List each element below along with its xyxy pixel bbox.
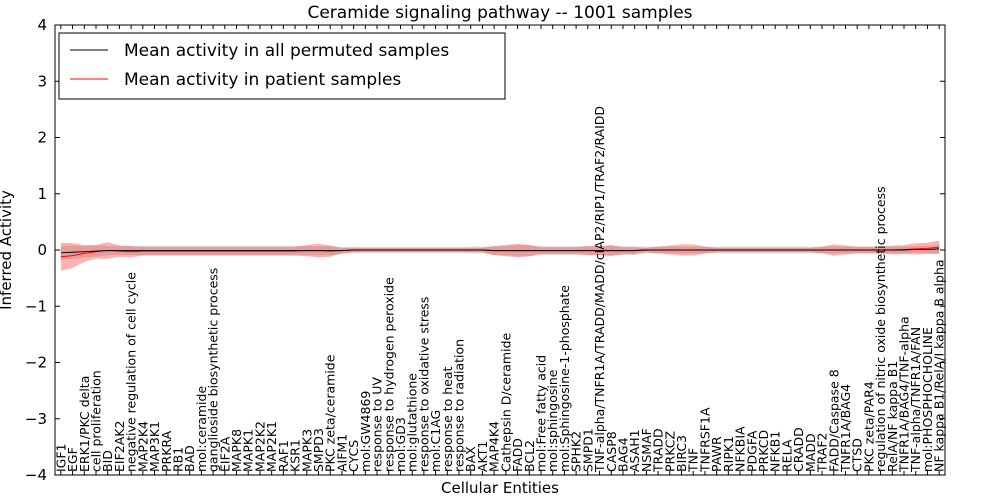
x-category-label: regulation of nitric oxide biosynthetic … bbox=[873, 186, 888, 472]
x-category-label: SMPD3 bbox=[311, 428, 326, 472]
x-category-label: MAPK8 bbox=[229, 429, 244, 472]
x-category-label: RIPK1 bbox=[721, 436, 736, 472]
x-category-label: PKC zeta/PAR4 bbox=[861, 381, 876, 472]
x-category-label: CYCS bbox=[346, 440, 361, 472]
x-category-label: TRADD bbox=[651, 428, 666, 473]
x-category-label: mol:GD3 bbox=[393, 417, 408, 472]
x-category-label: mol:glutathione bbox=[405, 373, 420, 472]
x-category-label: CTSD bbox=[850, 438, 865, 472]
x-category-label: TNF-alpha/TNFR1A/FAN bbox=[908, 327, 923, 473]
x-category-label: PDGFA bbox=[744, 430, 759, 472]
x-category-label: mol:sphingosine bbox=[545, 369, 560, 472]
x-category-label: SMPD1 bbox=[580, 428, 595, 472]
x-category-label: MAP2K2 bbox=[252, 421, 267, 472]
x-category-label: BID bbox=[100, 450, 115, 472]
x-category-label: response to oxidative stress bbox=[416, 297, 431, 472]
x-category-label: MAP2K1 bbox=[264, 421, 279, 472]
x-category-label: MAPK1 bbox=[241, 429, 256, 472]
x-category-label: RELA bbox=[779, 439, 794, 472]
series-band-0 bbox=[60, 244, 940, 260]
y-tick-label: 1 bbox=[37, 185, 47, 203]
series-band-1 bbox=[60, 240, 940, 271]
x-category-label: KSR1 bbox=[288, 439, 303, 472]
x-category-label: RB1 bbox=[170, 447, 185, 472]
x-category-label: PRKCZ bbox=[662, 431, 677, 472]
x-category-label: BIRC3 bbox=[674, 435, 689, 472]
x-category-label: response to hydrogen peroxide bbox=[381, 277, 396, 472]
x-category-label: ganglioside biosynthetic process bbox=[206, 268, 221, 472]
legend-label: Mean activity in patient samples bbox=[124, 70, 401, 90]
x-category-label: EIF2A bbox=[217, 436, 232, 472]
x-category-label: MAPK3 bbox=[299, 429, 314, 472]
x-category-label: BCL2 bbox=[522, 440, 537, 472]
x-category-label: MAP3K1 bbox=[147, 421, 162, 472]
y-tick-label: 4 bbox=[37, 16, 47, 34]
x-category-label: MADD bbox=[803, 433, 818, 472]
x-category-label: FADD/Caspase 8 bbox=[826, 369, 841, 472]
x-category-label: TRAF2 bbox=[815, 432, 830, 473]
x-category-label: negative regulation of cell cycle bbox=[124, 272, 139, 472]
x-category-label: SPHK2 bbox=[569, 431, 584, 472]
y-tick-label: −4 bbox=[25, 466, 47, 484]
y-tick-label: −2 bbox=[25, 354, 47, 372]
x-category-label: BAG4 bbox=[615, 437, 630, 472]
x-category-label: AKT1 bbox=[475, 441, 490, 472]
x-axis-label: Cellular Entities bbox=[441, 479, 559, 497]
x-category-label: RAF1 bbox=[276, 440, 291, 472]
series-line-0 bbox=[60, 248, 940, 254]
x-category-label: NF kappa B1/RelA/I kappa B alpha bbox=[932, 259, 947, 472]
y-tick-label: −1 bbox=[25, 297, 47, 315]
x-category-label: EGF bbox=[65, 447, 80, 472]
chart-title: Ceramide signaling pathway -- 1001 sampl… bbox=[307, 3, 692, 23]
x-category-label: response to UV bbox=[370, 377, 385, 472]
y-tick-label: 2 bbox=[37, 129, 47, 147]
x-category-label: TNF bbox=[686, 448, 701, 473]
x-category-label: NFKBIA bbox=[733, 426, 748, 472]
x-category-label: NSMAF bbox=[639, 428, 654, 472]
x-category-label: NFKB1 bbox=[768, 431, 783, 472]
x-category-label: BAX bbox=[463, 446, 478, 472]
x-category-label: PRKCD bbox=[756, 430, 771, 472]
x-category-label: AIFM1 bbox=[334, 434, 349, 472]
y-tick-label: −3 bbox=[25, 410, 47, 428]
x-category-label: EIF2AK2 bbox=[112, 421, 127, 472]
x-category-label: mol:Free fatty acid bbox=[533, 355, 548, 472]
x-category-label: Cathepsin D/ceramide bbox=[498, 332, 513, 472]
legend: Mean activity in all permuted samples Mea… bbox=[58, 32, 506, 100]
y-axis-label: Inferred Activity bbox=[0, 190, 15, 310]
y-tick-label: 3 bbox=[37, 72, 47, 90]
x-category-label: MAP2K4 bbox=[135, 421, 150, 472]
x-category-label: cell proliferation bbox=[88, 370, 103, 472]
x-category-label: response to radiation bbox=[452, 339, 467, 472]
x-category-label: mol:GW4869 bbox=[358, 391, 373, 472]
y-tick-label: 0 bbox=[37, 241, 47, 259]
x-category-label: PAWR bbox=[709, 436, 724, 472]
x-category-label: CRADD bbox=[791, 427, 806, 472]
x-category-label: PKC zeta/ceramide bbox=[323, 354, 338, 472]
x-category-label: ASAH1 bbox=[627, 429, 642, 472]
x-category-label: BAD bbox=[182, 445, 197, 472]
x-category-label: PRKRA bbox=[159, 430, 174, 472]
x-category-label: FADD bbox=[510, 438, 525, 472]
x-category-label: IGF1 bbox=[53, 443, 68, 472]
x-category-label: mol:Sphingosine-1-phosphate bbox=[557, 285, 572, 472]
x-category-label: response to heat bbox=[440, 366, 455, 472]
legend-label: Mean activity in all permuted samples bbox=[124, 41, 449, 61]
x-category-label: mol:C1AG bbox=[428, 410, 443, 472]
x-category-label: TNF-alpha/TNFR1A/TRADD/MADD/cIAP2/RIP1/T… bbox=[592, 106, 607, 473]
x-category-label: MAP4K4 bbox=[487, 421, 502, 472]
x-category-label: RelA/NF kappa B1 bbox=[885, 361, 900, 472]
x-category-label: ERK1/PKC delta bbox=[77, 376, 92, 472]
x-category-label: TNFR1A/BAG4/TNF-alpha bbox=[897, 316, 912, 473]
x-category-label: mol:ceramide bbox=[194, 386, 209, 472]
x-category-label: TNFRSF1A bbox=[697, 407, 712, 473]
x-category-label: TNFR1A/BAG4 bbox=[838, 384, 853, 473]
x-category-label: mol:PHOSPHOCHOLINE bbox=[920, 327, 935, 472]
x-category-label: CASP8 bbox=[604, 431, 619, 472]
legend-frame bbox=[58, 32, 506, 100]
